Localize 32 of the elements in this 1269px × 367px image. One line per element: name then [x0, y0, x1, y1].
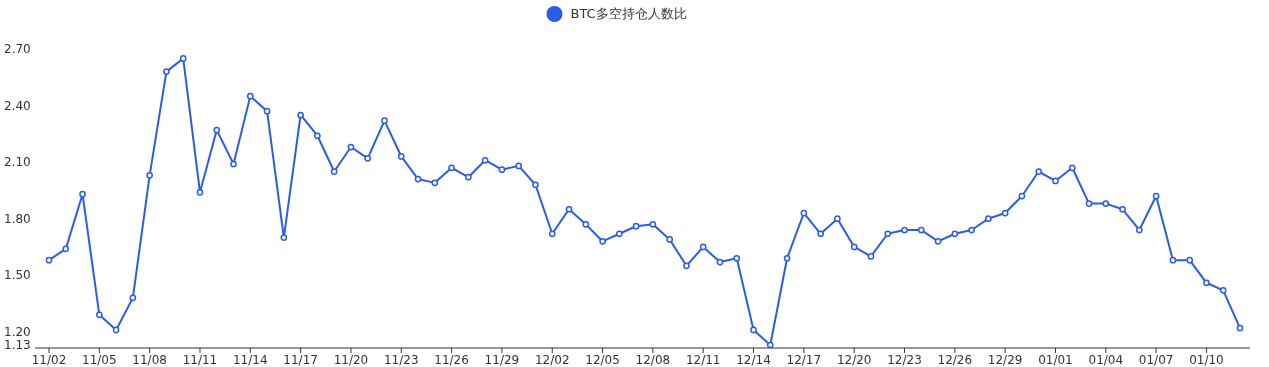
x-tick-label: 12/05 — [585, 353, 620, 367]
x-tick-label: 11/05 — [82, 353, 117, 367]
x-tick-label: 11/20 — [333, 353, 369, 367]
x-tick-label: 11/17 — [283, 353, 318, 367]
x-tick-label: 12/20 — [836, 353, 872, 367]
legend-label: BTC多空持仓人数比 — [570, 6, 687, 21]
x-tick-label: 12/26 — [937, 353, 973, 367]
x-tick-label: 12/29 — [987, 353, 1023, 367]
x-tick-label: 11/14 — [233, 353, 268, 367]
x-tick-label: 12/17 — [786, 353, 822, 367]
x-tick-label: 12/02 — [534, 353, 570, 367]
y-tick-label: 2.10 — [4, 155, 31, 170]
x-tick-label: 12/08 — [635, 353, 671, 367]
y-tick-label: 2.40 — [4, 98, 31, 113]
x-tick-label: 12/23 — [887, 353, 922, 367]
y-tick-label: 1.13 — [4, 338, 31, 352]
x-tick-label: 12/14 — [736, 353, 771, 367]
x-tick-label: 01/07 — [1138, 353, 1174, 367]
x-tick-label: 11/23 — [383, 353, 419, 367]
x-tick-label: 01/04 — [1088, 353, 1124, 367]
y-tick-label: 1.50 — [4, 268, 31, 283]
x-tick-label: 11/08 — [132, 353, 167, 367]
x-tick-label: 01/10 — [1189, 353, 1224, 367]
y-tick-label: 1.80 — [4, 211, 31, 226]
y-tick-label: 2.70 — [4, 42, 31, 56]
y-tick-label: 1.20 — [4, 324, 31, 339]
x-tick-label: 01/01 — [1038, 353, 1073, 367]
x-tick-label: 11/26 — [434, 353, 469, 367]
x-tick-label: 11/02 — [31, 353, 67, 367]
x-tick-label: 12/11 — [685, 353, 721, 367]
x-tick-label: 11/11 — [182, 353, 218, 367]
x-tick-label: 11/29 — [484, 353, 520, 367]
